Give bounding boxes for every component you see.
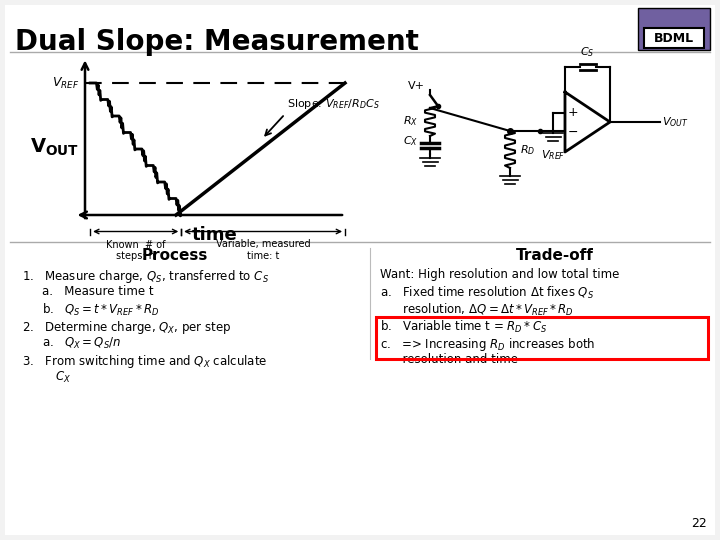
- Text: +: +: [567, 106, 578, 119]
- Text: V+: V+: [408, 81, 425, 91]
- Text: resolution and time: resolution and time: [380, 353, 518, 366]
- Bar: [376, 317, 708, 359]
- Text: $V_{REF}$: $V_{REF}$: [52, 76, 79, 91]
- Text: 1.   Measure charge, $Q_S$, transferred to $C_S$: 1. Measure charge, $Q_S$, transferred to…: [22, 268, 269, 285]
- Text: $C_S$: $C_S$: [580, 45, 595, 59]
- Text: a.   $Q_X = Q_S/n$: a. $Q_X = Q_S/n$: [42, 336, 121, 351]
- Text: $R_X$: $R_X$: [402, 114, 418, 128]
- Text: Variable, measured
time: t: Variable, measured time: t: [216, 240, 310, 261]
- Text: $C_X$: $C_X$: [55, 370, 71, 385]
- Text: $\mathbf{V_{OUT}}$: $\mathbf{V_{OUT}}$: [30, 137, 79, 158]
- Text: b.   Variable time t = $R_D*C_S$: b. Variable time t = $R_D*C_S$: [380, 319, 547, 335]
- Text: Process: Process: [142, 248, 208, 263]
- Text: Dual Slope: Measurement: Dual Slope: Measurement: [15, 28, 419, 56]
- Text: Trade-off: Trade-off: [516, 248, 594, 263]
- Text: 2.   Determine charge, $Q_X$, per step: 2. Determine charge, $Q_X$, per step: [22, 319, 231, 336]
- Text: time: time: [192, 226, 238, 244]
- Text: c.   => Increasing $R_D$ increases both: c. => Increasing $R_D$ increases both: [380, 336, 595, 353]
- Text: 22: 22: [691, 517, 707, 530]
- Text: $R_D$: $R_D$: [520, 144, 536, 157]
- Text: a.   Fixed time resolution $\Delta$t fixes $Q_S$: a. Fixed time resolution $\Delta$t fixes…: [380, 285, 594, 301]
- Text: BDML: BDML: [654, 31, 694, 44]
- Text: 3.   From switching time and $Q_X$ calculate: 3. From switching time and $Q_X$ calcula…: [22, 353, 267, 370]
- Polygon shape: [565, 92, 610, 152]
- Text: resolution, $\Delta Q = \Delta t*V_{REF}*R_D$: resolution, $\Delta Q = \Delta t*V_{REF}…: [380, 302, 574, 318]
- Text: $V_{REF}$: $V_{REF}$: [541, 148, 565, 162]
- Text: Want: High resolution and low total time: Want: High resolution and low total time: [380, 268, 619, 281]
- Bar: [644, 28, 704, 48]
- Text: b.   $Q_S = t*V_{REF}*R_D$: b. $Q_S = t*V_{REF}*R_D$: [42, 302, 159, 318]
- Text: Known  # of
steps: n: Known # of steps: n: [106, 240, 166, 261]
- Text: $C_X$: $C_X$: [402, 134, 418, 148]
- Text: Slope: $V_{REF}/R_DC_S$: Slope: $V_{REF}/R_DC_S$: [287, 97, 380, 111]
- Text: $-$: $-$: [567, 125, 579, 138]
- Bar: [638, 8, 710, 50]
- Text: a.   Measure time t: a. Measure time t: [42, 285, 153, 298]
- Text: $V_{OUT}$: $V_{OUT}$: [662, 115, 688, 129]
